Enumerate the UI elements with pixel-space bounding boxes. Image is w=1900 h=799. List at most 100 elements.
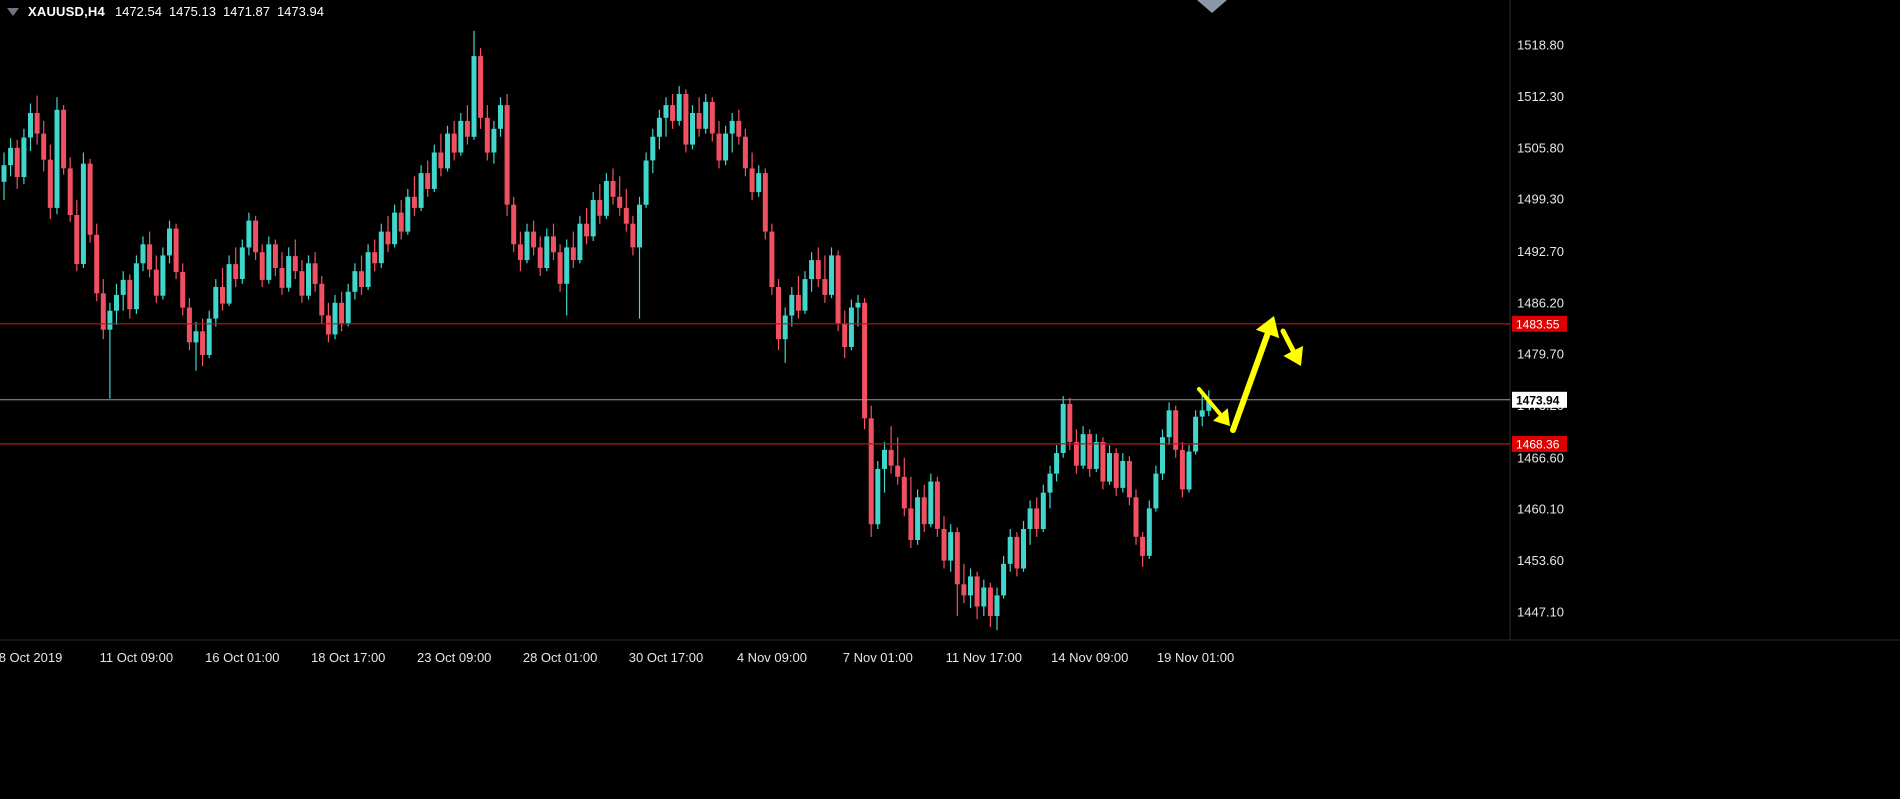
- horizontal-price-line[interactable]: 1468.36: [0, 435, 1567, 452]
- candle-body: [941, 529, 947, 561]
- candle-body: [829, 255, 834, 295]
- chart-shift-marker[interactable]: [1197, 0, 1227, 13]
- candle-body: [299, 271, 305, 296]
- candle-body: [584, 223, 590, 237]
- candle-body: [133, 263, 139, 310]
- forecast-arrow[interactable]: [1230, 316, 1280, 433]
- candle-body: [517, 244, 523, 261]
- candle-body: [359, 271, 364, 287]
- candle-body: [683, 94, 689, 145]
- candle-body: [524, 231, 530, 261]
- candle-body: [915, 497, 921, 540]
- candle-body: [451, 133, 457, 153]
- horizontal-price-line[interactable]: 1483.55: [0, 315, 1567, 332]
- candle-body: [127, 279, 133, 310]
- candle-body: [643, 160, 649, 205]
- candle-body: [961, 584, 967, 596]
- candle-body: [1014, 536, 1020, 569]
- candle-body: [398, 212, 404, 232]
- candle-body: [1113, 453, 1119, 488]
- candle-body: [1166, 410, 1172, 438]
- candle-body: [425, 173, 431, 189]
- time-axis[interactable]: 8 Oct 2019 11 Oct 09:00 16 Oct 01:00 18 Oct…: [0, 650, 1234, 665]
- candle-body: [835, 255, 841, 324]
- ohlc-open-value: 1472.54: [114, 4, 162, 19]
- candle-body: [147, 244, 153, 270]
- price-axis-label: 1512.30: [1517, 89, 1564, 104]
- candle-body: [1126, 461, 1132, 498]
- candle-body: [994, 595, 1000, 616]
- candle-body: [61, 109, 67, 169]
- candle-body: [266, 244, 272, 280]
- candle-body: [286, 256, 292, 288]
- candle-body: [617, 196, 623, 208]
- candle-body: [332, 302, 338, 335]
- candle-body: [345, 291, 351, 324]
- axis-separators: [0, 0, 1900, 641]
- candle-body: [544, 236, 550, 268]
- time-axis-label: 11 Nov 17:00: [946, 650, 1022, 665]
- candle-body: [637, 204, 642, 248]
- time-axis-label: 14 Nov 09:00: [1051, 650, 1128, 665]
- candle-body: [577, 223, 583, 261]
- time-axis-label: 16 Oct 01:00: [205, 650, 279, 665]
- ohlc-low-value: 1471.87: [222, 4, 270, 19]
- candle-body: [650, 136, 656, 161]
- candle-body: [233, 264, 239, 280]
- price-axis-label: 1453.60: [1517, 553, 1564, 568]
- candle-body: [1100, 442, 1106, 482]
- candle-body: [352, 271, 358, 292]
- forecast-arrow[interactable]: [1280, 328, 1303, 366]
- candle-body: [1133, 497, 1139, 537]
- candle-body: [862, 302, 868, 419]
- candle-body: [484, 117, 490, 153]
- candle-body: [100, 293, 106, 330]
- candle-body: [206, 318, 212, 355]
- candle-body: [200, 331, 206, 355]
- forecast-arrow[interactable]: [1197, 387, 1230, 426]
- candle-body: [795, 294, 801, 311]
- candle-body: [160, 255, 166, 296]
- candle-body: [855, 302, 861, 308]
- candle-body: [848, 307, 854, 347]
- candle-body: [34, 113, 40, 134]
- ohlc-close-value: 1473.94: [276, 4, 324, 19]
- candle-body: [1027, 508, 1033, 529]
- time-axis-label: 28 Oct 01:00: [523, 650, 597, 665]
- time-axis-label: 4 Nov 09:00: [737, 650, 807, 665]
- price-axis-label: 1505.80: [1517, 140, 1564, 155]
- candle-body: [670, 105, 676, 121]
- candle-body: [167, 228, 172, 256]
- symbol-dropdown-icon[interactable]: [7, 7, 19, 16]
- current-price-tag: [1512, 391, 1567, 408]
- candle-body: [564, 247, 570, 284]
- candle-body: [193, 331, 199, 343]
- time-axis-label: 8 Oct 2019: [0, 650, 62, 665]
- candle-body: [445, 133, 450, 169]
- candle-body: [742, 136, 748, 169]
- candle-body: [378, 231, 384, 264]
- candle-body: [365, 252, 371, 287]
- candle-body: [1067, 404, 1073, 442]
- hline-price-tag: [1512, 435, 1567, 452]
- candle-body: [405, 196, 411, 232]
- symbol-info: XAUUSD,H4 1472.54 1475.13 1471.87 1473.9…: [7, 4, 324, 19]
- candle-body: [14, 147, 20, 178]
- candle-body: [1120, 461, 1126, 488]
- candle-body: [80, 163, 86, 264]
- candle-body: [1173, 410, 1179, 450]
- candle-body: [749, 168, 755, 193]
- candle-body: [107, 310, 113, 330]
- candle-body: [1047, 473, 1053, 493]
- candle-body: [789, 294, 795, 316]
- candle-body: [1007, 536, 1013, 564]
- candle-body: [418, 173, 424, 208]
- price-axis-label: 1460.10: [1517, 502, 1564, 517]
- candle-body: [882, 449, 887, 469]
- candle-body: [974, 576, 980, 607]
- candle-body: [603, 181, 609, 216]
- candle-body: [94, 234, 100, 294]
- candle-body: [809, 260, 815, 280]
- candle-body: [74, 215, 80, 264]
